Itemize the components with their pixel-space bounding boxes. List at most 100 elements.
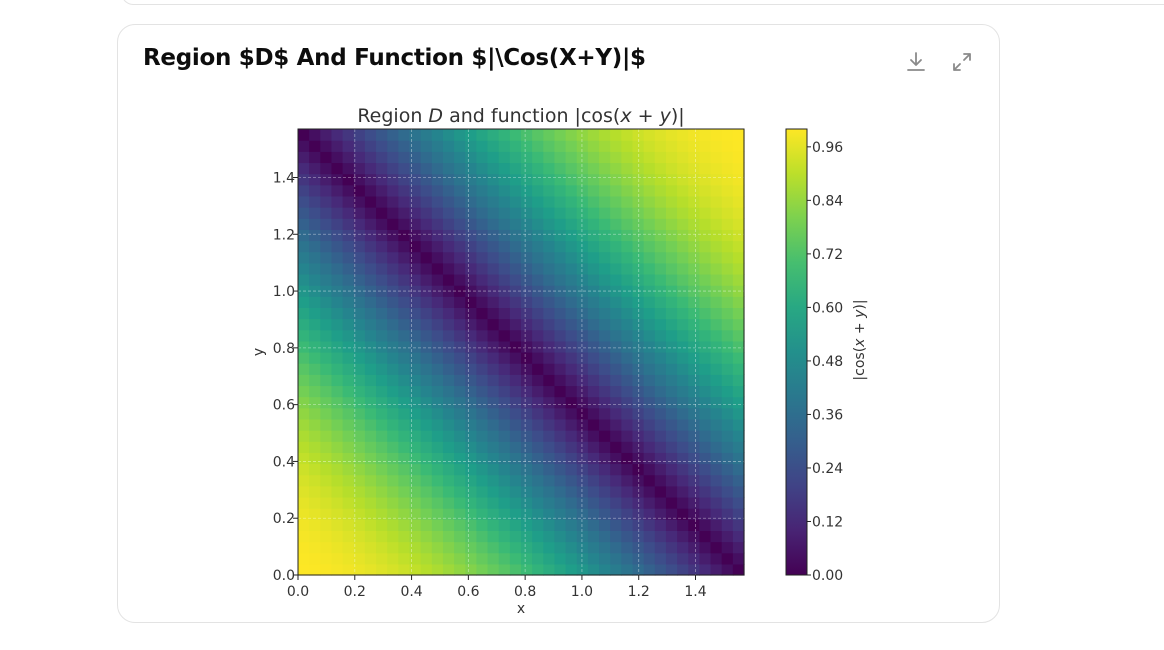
heatmap-cell	[632, 251, 645, 264]
heatmap-cell	[710, 240, 723, 253]
heatmap-cell	[309, 173, 321, 186]
heatmap-cell	[643, 173, 656, 186]
heatmap-cell	[688, 229, 700, 242]
colorbar-tick-label: 0.48	[812, 354, 843, 370]
heatmap-cell	[442, 195, 455, 208]
heatmap-cell	[320, 307, 333, 320]
heatmap-cell	[621, 396, 634, 409]
heatmap-cell	[476, 385, 489, 398]
heatmap-cell	[387, 563, 399, 576]
heatmap-cell	[721, 396, 734, 409]
heatmap-cell	[509, 485, 522, 498]
heatmap-cell	[364, 352, 377, 364]
heatmap-cell	[721, 418, 734, 431]
heatmap-cell	[420, 474, 433, 487]
heatmap-cell	[431, 251, 444, 264]
heatmap-cell	[721, 285, 734, 297]
heatmap-cell	[342, 452, 355, 465]
heatmap-cell	[587, 452, 600, 465]
heatmap-cell	[710, 307, 723, 320]
heatmap-cell	[521, 262, 533, 275]
heatmap-cell	[298, 218, 310, 230]
heatmap-cell	[732, 519, 745, 531]
heatmap-cell	[554, 140, 567, 152]
heatmap-cell	[476, 530, 489, 543]
heatmap-cell	[364, 407, 377, 420]
heatmap-cell	[376, 407, 388, 420]
heatmap-cell	[487, 218, 500, 230]
heatmap-cell	[309, 195, 321, 208]
heatmap-cell	[543, 296, 556, 308]
heatmap-cell	[398, 262, 411, 275]
heatmap-cell	[665, 430, 678, 442]
heatmap-cell	[710, 129, 723, 141]
heatmap-cell	[353, 519, 366, 531]
heatmap-cell	[376, 430, 388, 442]
heatmap-cell	[677, 508, 689, 520]
heatmap-cell	[364, 463, 377, 476]
heatmap-cell	[420, 452, 433, 465]
heatmap-cell	[565, 441, 578, 453]
heatmap-cell	[353, 240, 366, 253]
heatmap-cell	[420, 195, 433, 208]
y-axis-label: y	[251, 348, 267, 356]
heatmap-cell	[387, 530, 399, 543]
heatmap-cell	[431, 240, 444, 253]
heatmap-cell	[364, 496, 377, 509]
heatmap-cell	[665, 352, 678, 364]
heatmap-cell	[409, 541, 422, 554]
x-tick-label: 1.4	[684, 584, 706, 600]
heatmap-cell	[442, 552, 455, 565]
heatmap-cell	[353, 129, 366, 141]
x-tick-label: 0.2	[344, 584, 366, 600]
heatmap-cell	[677, 296, 689, 308]
heatmap-cell	[364, 251, 377, 264]
heatmap-cell	[465, 129, 477, 141]
heatmap-cell	[387, 541, 399, 554]
heatmap-cell	[454, 441, 466, 453]
heatmap-cell	[587, 463, 600, 476]
heatmap-cell	[610, 552, 622, 565]
heatmap-cell	[420, 340, 433, 353]
heatmap-cell	[543, 363, 556, 375]
heatmap-cell	[465, 396, 477, 409]
heatmap-cell	[320, 541, 333, 554]
heatmap-cell	[632, 340, 645, 353]
colorbar-gradient	[785, 128, 808, 576]
heatmap-cell	[732, 552, 745, 565]
heatmap-cell	[487, 195, 500, 208]
chart-card: Region $D$ And Function $|\Cos(X+Y)|$ 0.…	[117, 24, 1000, 623]
heatmap-cell	[442, 541, 455, 554]
heatmap-cell	[565, 407, 578, 420]
heatmap-cell	[610, 496, 622, 509]
heatmap-cell	[309, 418, 321, 431]
heatmap-cell	[710, 329, 723, 342]
heatmap-cell	[476, 229, 489, 242]
heatmap-cell	[454, 151, 466, 164]
heatmap-cell	[398, 430, 411, 442]
heatmap-cell	[331, 363, 344, 375]
expand-button[interactable]	[949, 49, 975, 75]
heatmap-cell	[654, 530, 667, 543]
heatmap-cell	[532, 530, 544, 543]
heatmap-cell	[665, 285, 678, 297]
heatmap-cell	[376, 207, 388, 219]
heatmap-cell	[576, 129, 589, 141]
download-button[interactable]	[903, 49, 929, 75]
heatmap-cell	[309, 218, 321, 230]
heatmap-cell	[599, 430, 611, 442]
heatmap-cell	[309, 240, 321, 253]
heatmap-cell	[688, 129, 700, 141]
heatmap-cell	[431, 563, 444, 576]
heatmap-cell	[565, 340, 578, 353]
heatmap-cell	[431, 273, 444, 286]
heatmap-cell	[420, 496, 433, 509]
heatmap-cell	[498, 374, 511, 387]
heatmap-cell	[431, 151, 444, 164]
heatmap-cell	[364, 229, 377, 242]
heatmap-cell	[498, 396, 511, 409]
heatmap-cell	[431, 530, 444, 543]
heatmap-cell	[376, 162, 388, 175]
heatmap-cell	[732, 307, 745, 320]
heatmap-cell	[353, 207, 366, 219]
